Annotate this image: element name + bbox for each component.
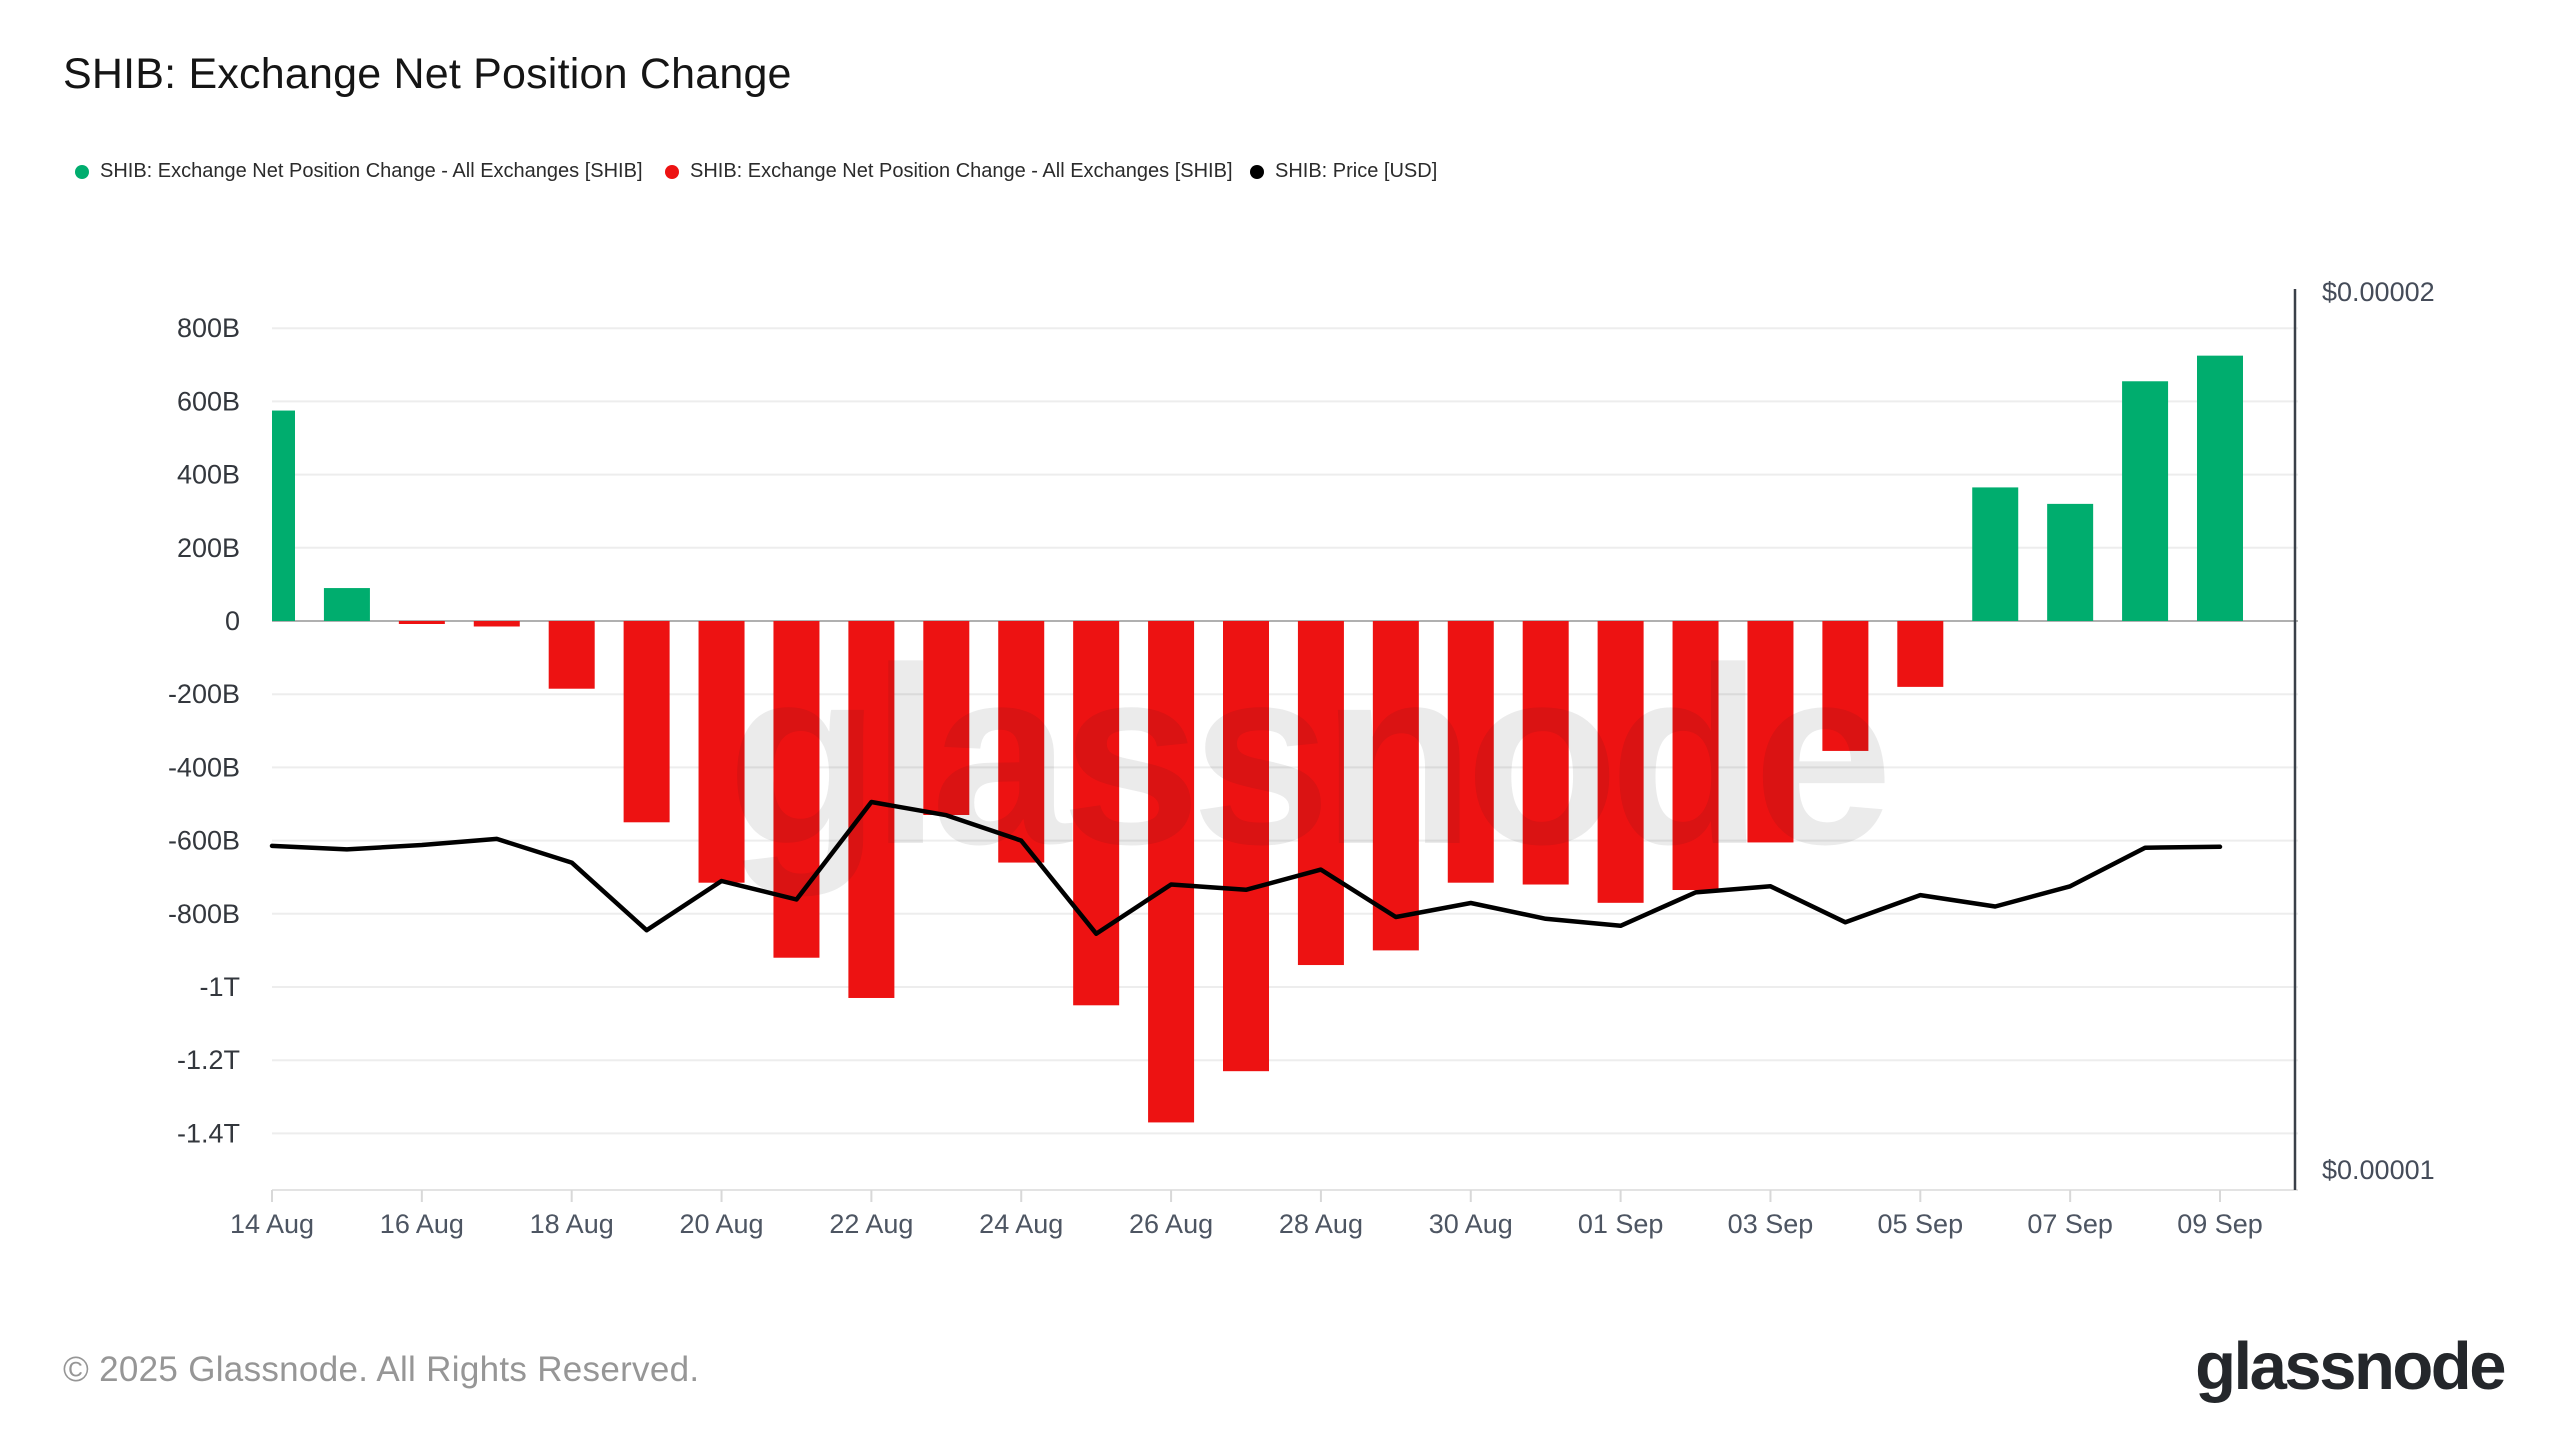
left-axis-tick-label: -200B <box>168 679 240 709</box>
left-axis-tick-label: -400B <box>168 752 240 782</box>
bar <box>1822 621 1869 751</box>
left-axis-tick-label: -1.2T <box>177 1045 240 1075</box>
legend-label: SHIB: Exchange Net Position Change - All… <box>690 160 1233 182</box>
bar <box>998 621 1045 863</box>
bar <box>548 621 595 689</box>
right-axis-labels: $0.00002 $0.00001 <box>2322 277 2435 1185</box>
legend-label: SHIB: Exchange Net Position Change - All… <box>100 160 643 182</box>
bar <box>698 621 745 883</box>
right-axis-tick-label: $0.00002 <box>2322 277 2435 307</box>
page-title: SHIB: Exchange Net Position Change <box>63 50 792 98</box>
x-axis-tick-label: 24 Aug <box>979 1209 1063 1239</box>
left-axis-tick-label: -1.4T <box>177 1118 240 1148</box>
x-axis-tick-label: 03 Sep <box>1728 1209 1814 1239</box>
legend-label: SHIB: Price [USD] <box>1275 160 1438 182</box>
legend-item-price[interactable]: SHIB: Price [USD] <box>1250 160 1437 183</box>
right-axis-tick-label: $0.00001 <box>2322 1155 2435 1185</box>
left-axis-tick-label: -1T <box>200 972 241 1002</box>
left-axis-tick-label: 600B <box>177 386 240 416</box>
bar <box>1747 621 1794 843</box>
x-axis-tick-label: 09 Sep <box>2177 1209 2263 1239</box>
left-axis-labels: 800B 600B 400B 200B 0 -200B -400B -600B -800B -1T… <box>168 313 240 1148</box>
bar <box>1897 621 1944 687</box>
black-dot-icon <box>1250 164 1264 179</box>
red-dot-icon <box>665 164 679 179</box>
legend: SHIB: Exchange Net Position Change - All… <box>0 160 2560 190</box>
bar <box>1073 621 1120 1006</box>
bar <box>923 621 970 815</box>
copyright-text: © 2025 Glassnode. All Rights Reserved. <box>63 1350 700 1389</box>
x-axis-tick-label: 14 Aug <box>230 1209 314 1239</box>
left-axis-tick-label: -600B <box>168 826 240 856</box>
bars-group <box>272 355 2243 1123</box>
legend-item-net-negative[interactable]: SHIB: Exchange Net Position Change - All… <box>665 160 1233 183</box>
x-axis-tick-label: 01 Sep <box>1578 1209 1664 1239</box>
bar <box>2047 503 2094 621</box>
bar <box>1297 621 1344 966</box>
gridlines <box>272 327 2298 1135</box>
x-axis-ticks <box>271 1190 2221 1202</box>
bar <box>623 621 670 823</box>
bar <box>1223 621 1269 1072</box>
green-dot-icon <box>75 164 89 179</box>
x-axis-tick-label: 07 Sep <box>2027 1209 2113 1239</box>
bar <box>323 588 370 621</box>
x-axis-tick-label: 16 Aug <box>380 1209 464 1239</box>
price-line <box>269 799 2223 936</box>
bar <box>473 621 520 627</box>
bar <box>398 621 445 624</box>
x-axis-tick-label: 20 Aug <box>679 1209 763 1239</box>
glassnode-logo: glassnode <box>2195 1329 2506 1404</box>
bar <box>1447 621 1494 883</box>
x-axis-labels: 14 Aug 16 Aug 18 Aug 20 Aug 22 Aug 24 Aug 26 A… <box>230 1209 2263 1239</box>
bar <box>1597 621 1644 903</box>
left-axis-tick-label: 800B <box>177 313 240 343</box>
left-axis-tick-label: 400B <box>177 460 240 490</box>
x-axis-tick-label: 26 Aug <box>1129 1209 1213 1239</box>
bar <box>272 410 295 621</box>
x-axis-tick-label: 28 Aug <box>1279 1209 1363 1239</box>
bar <box>2197 355 2243 621</box>
bar <box>1972 487 2019 621</box>
bar <box>1148 621 1195 1123</box>
left-axis-tick-label: -800B <box>168 899 240 929</box>
left-axis-tick-label: 200B <box>177 533 240 563</box>
bar <box>1522 621 1569 885</box>
bar <box>2122 381 2169 621</box>
left-axis-tick-label: 0 <box>225 606 240 636</box>
glassnode-watermark: glassnode <box>727 616 1885 897</box>
legend-item-net-positive[interactable]: SHIB: Exchange Net Position Change - All… <box>75 160 643 183</box>
x-axis-tick-label: 18 Aug <box>530 1209 614 1239</box>
x-axis-tick-label: 30 Aug <box>1429 1209 1513 1239</box>
bar <box>1672 621 1719 891</box>
x-axis-tick-label: 22 Aug <box>829 1209 913 1239</box>
x-axis-tick-label: 05 Sep <box>1878 1209 1964 1239</box>
bar <box>1372 621 1419 951</box>
bar <box>848 621 895 998</box>
